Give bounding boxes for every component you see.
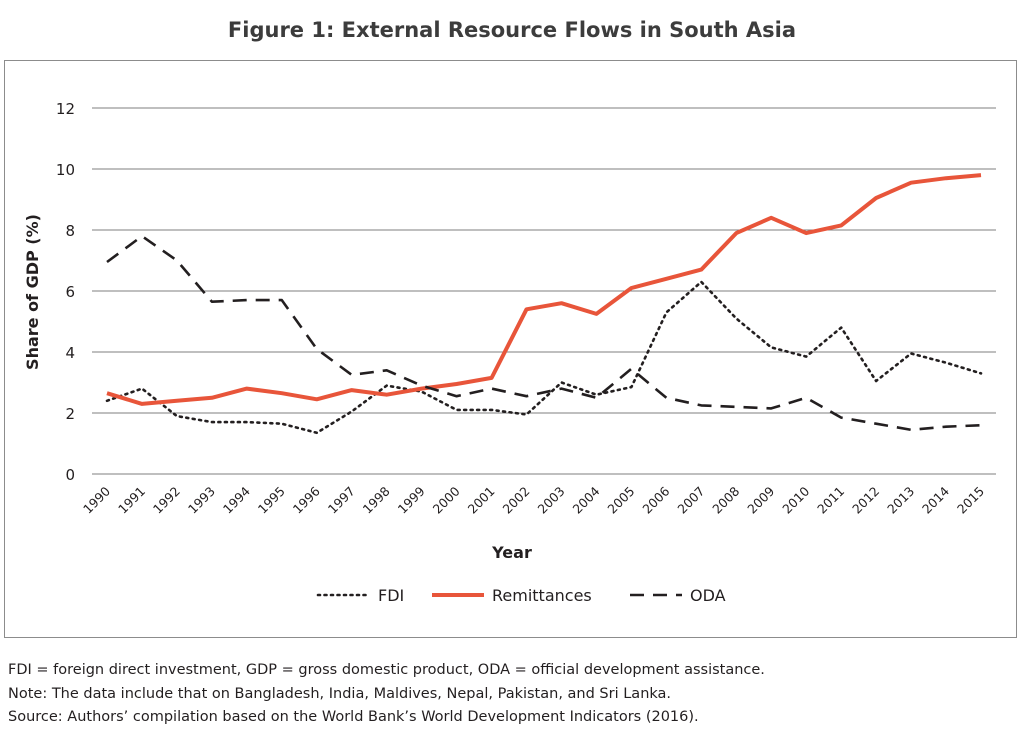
y-tick-label: 0 — [65, 466, 75, 484]
x-tick-label: 1991 — [115, 484, 148, 517]
x-tick-label: 2007 — [674, 484, 707, 517]
x-tick-label: 1994 — [220, 483, 253, 516]
data-coverage-note: Note: The data include that on Banglades… — [8, 685, 672, 702]
x-tick-label: 1999 — [395, 483, 428, 516]
y-tick-label: 8 — [65, 222, 75, 240]
x-tick-label: 1998 — [360, 483, 393, 516]
legend-label-remittances: Remittances — [492, 586, 592, 605]
series-line-remittances — [106, 173, 982, 406]
x-tick-label: 2003 — [534, 484, 567, 517]
y-tick-labels: 0 2 4 6 8 10 12 — [56, 100, 75, 484]
gridlines — [92, 107, 996, 475]
source-note: Source: Authors’ compilation based on th… — [8, 709, 699, 725]
abbreviations-note: FDI = foreign direct investment, GDP = g… — [8, 662, 765, 678]
x-tick-label: 2000 — [430, 483, 463, 516]
x-tick-label: 2002 — [500, 484, 533, 517]
x-tick-label: 2014 — [919, 483, 952, 516]
x-tick-labels: 1990 1991 1992 1993 1994 1995 1996 1997 1998 1999… — [80, 483, 987, 516]
y-tick-label: 10 — [56, 161, 75, 179]
x-tick-label: 1995 — [255, 484, 288, 517]
chart-frame — [4, 60, 1017, 638]
chart-title: Figure 1: External Resource Flows in Sou… — [227, 18, 797, 42]
series-lines — [105, 173, 983, 435]
x-tick-label: 2004 — [569, 483, 602, 516]
y-axis-label: Share of GDP (%) — [23, 214, 42, 370]
x-tick-label: 1992 — [150, 484, 183, 517]
y-tick-label: 12 — [56, 100, 75, 118]
x-tick-label: 2009 — [744, 483, 777, 516]
x-tick-label: 1996 — [290, 483, 323, 516]
legend-label-oda: ODA — [690, 586, 726, 605]
x-tick-label: 2012 — [849, 484, 882, 517]
legend-label-fdi: FDI — [378, 586, 404, 605]
x-tick-label: 2015 — [954, 484, 987, 517]
y-tick-label: 2 — [65, 405, 75, 423]
x-tick-label: 2011 — [814, 484, 847, 517]
x-tick-label: 2010 — [779, 483, 812, 516]
series-line-fdi — [105, 280, 983, 435]
x-tick-label: 2005 — [604, 484, 637, 517]
x-tick-label: 2006 — [639, 483, 672, 516]
x-tick-label: 1997 — [325, 484, 358, 517]
y-tick-label: 6 — [65, 283, 75, 301]
series-line-oda — [106, 234, 982, 432]
x-tick-label: 2001 — [465, 484, 498, 517]
y-tick-label: 4 — [65, 344, 75, 362]
x-tick-label: 1990 — [80, 483, 113, 516]
legend: FDI Remittances ODA — [316, 586, 726, 605]
x-tick-label: 1993 — [185, 484, 218, 517]
x-tick-label: 2008 — [709, 483, 742, 516]
figure-notes: FDI = foreign direct investment, GDP = g… — [8, 659, 765, 730]
x-axis-label: Year — [491, 543, 532, 562]
x-tick-label: 2013 — [884, 484, 917, 517]
